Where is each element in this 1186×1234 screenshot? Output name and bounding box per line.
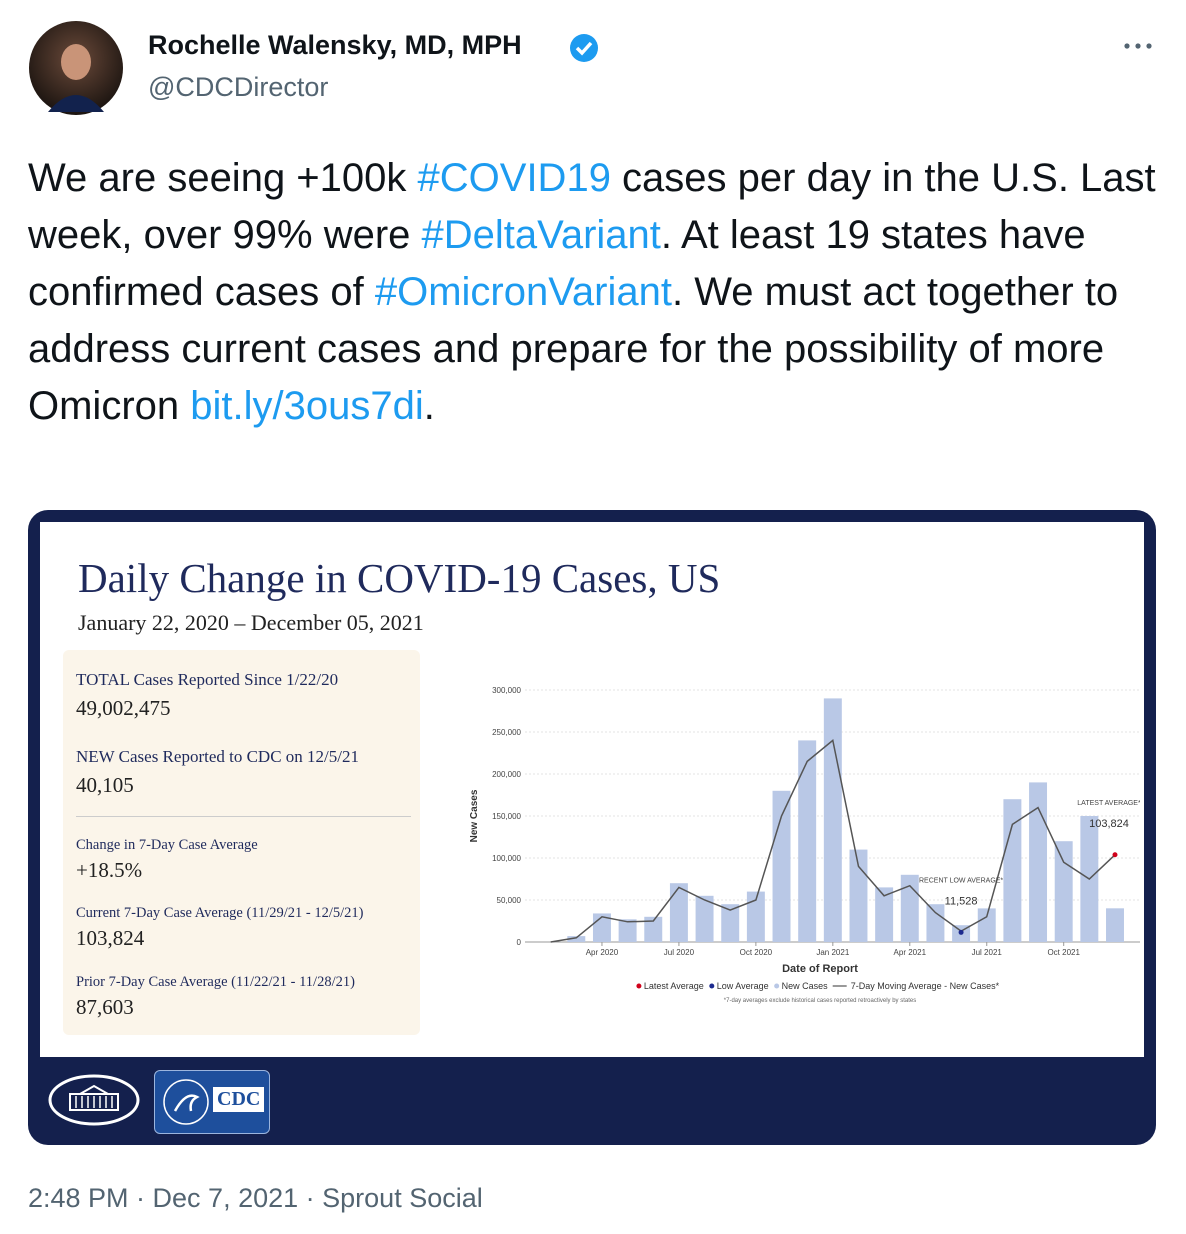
y-axis-title: New Cases: [469, 789, 480, 842]
text: cases per day in the U.S. Last week, ove…: [28, 156, 1156, 257]
legend-label: Low Average: [717, 981, 769, 991]
bar: [721, 904, 740, 942]
legend-label: 7-Day Moving Average - New Cases*: [851, 981, 1000, 991]
text: .: [423, 384, 435, 428]
legend-label: Latest Average: [644, 981, 704, 991]
hhs-emblem: [163, 1079, 209, 1125]
stat-value: 49,002,475: [76, 696, 171, 720]
x-tick-label: Oct 2021: [1047, 948, 1080, 957]
avatar[interactable]: [28, 20, 124, 116]
media-card[interactable]: Daily Change in COVID-19 Cases, US Janua…: [28, 510, 1156, 1145]
cdc-logo: CDC: [154, 1070, 270, 1134]
y-tick-label: 100,000: [492, 854, 521, 863]
x-tick-label: Jul 2020: [664, 948, 695, 957]
text: . We must act together to address curren…: [28, 270, 1119, 428]
divider: [76, 816, 411, 817]
x-tick-label: Apr 2021: [894, 948, 927, 957]
bar: [1003, 799, 1022, 942]
whitehouse-logo: [48, 1074, 140, 1126]
x-tick-label: Apr 2020: [586, 948, 619, 957]
bar: [695, 895, 714, 942]
bar: [798, 740, 817, 942]
annotation-point: [1112, 852, 1118, 858]
author-handle[interactable]: @CDCDirector: [148, 72, 329, 102]
stat-label: Current 7-Day Case Average (11/29/21 - 1…: [76, 905, 364, 921]
chart: 0 50,000 100,000 150,000 200,000 250,000 300,0…: [469, 686, 1140, 1004]
hashtag[interactable]: #OmicronVariant: [374, 270, 672, 314]
stat-label: Change in 7-Day Case Average: [76, 837, 258, 853]
text: . At least 19 states have confirmed case…: [28, 213, 1086, 314]
hashtag[interactable]: #COVID19: [417, 156, 611, 200]
legend-label: New Cases: [782, 981, 829, 991]
bar: [823, 698, 842, 942]
x-axis-title: Date of Report: [782, 963, 858, 975]
stat-value: +18.5%: [76, 858, 143, 882]
author-name[interactable]: Rochelle Walensky, MD, MPH: [148, 30, 522, 60]
verified-badge: [570, 34, 598, 62]
x-tick-label: Jul 2021: [972, 948, 1003, 957]
y-tick-label: 200,000: [492, 770, 521, 779]
bar: [1106, 908, 1124, 942]
x-tick-label: Oct 2020: [740, 948, 773, 957]
annotation-value: 11,528: [945, 895, 978, 907]
stat-label: TOTAL Cases Reported Since 1/22/20: [76, 670, 339, 689]
bar: [644, 916, 663, 942]
stat-label: NEW Cases Reported to CDC on 12/5/21: [76, 747, 359, 766]
link[interactable]: bit.ly/3ous7di: [190, 384, 424, 428]
bar: [618, 919, 637, 942]
x-tick-label: Jan 2021: [816, 948, 849, 957]
stat-value: 40,105: [76, 773, 134, 797]
hashtag[interactable]: #DeltaVariant: [421, 213, 661, 257]
bar: [849, 849, 868, 942]
card-subtitle: January 22, 2020 – December 05, 2021: [78, 610, 424, 635]
text: We are seeing +100k: [28, 156, 418, 200]
bar: [926, 904, 945, 942]
annotation-label: RECENT LOW AVERAGE*: [919, 877, 1003, 884]
legend-marker: [774, 983, 780, 989]
card-title: Daily Change in COVID-19 Cases, US: [78, 555, 721, 601]
bar: [772, 790, 791, 942]
bar: [1054, 841, 1073, 942]
more-button[interactable]: [1122, 38, 1156, 54]
bar: [669, 883, 688, 942]
bar: [1029, 782, 1048, 942]
annotation-point: [958, 929, 964, 935]
annotation-value: 103,824: [1089, 818, 1129, 830]
infographic: Daily Change in COVID-19 Cases, US Janua…: [40, 522, 1144, 1057]
y-tick-label: 250,000: [492, 728, 521, 737]
bar: [567, 936, 586, 942]
bar: [746, 891, 765, 942]
legend-marker: [636, 983, 642, 989]
bar: [977, 908, 996, 942]
legend-marker: [709, 983, 715, 989]
bar: [900, 874, 919, 942]
bar: [875, 887, 894, 942]
stats-box: TOTAL Cases Reported Since 1/22/20 49,00…: [63, 650, 420, 1035]
annotation-label: LATEST AVERAGE*: [1077, 800, 1140, 807]
stat-value: 87,603: [76, 995, 134, 1019]
y-tick-label: 0: [517, 938, 522, 947]
tweet-meta: 2:48 PM · Dec 7, 2021 · Sprout Social: [28, 1183, 483, 1213]
stat-label: Prior 7-Day Case Average (11/22/21 - 11/…: [76, 974, 355, 990]
y-tick-label: 300,000: [492, 686, 521, 695]
tweet-text: We are seeing +100k #COVID19 cases per d…: [28, 150, 1158, 435]
y-tick-label: 150,000: [492, 812, 521, 821]
cdc-text: CDC: [213, 1087, 265, 1112]
footnote: *7-day averages exclude historical cases…: [724, 998, 916, 1004]
average-line: [550, 739, 1116, 943]
y-tick-label: 50,000: [497, 896, 522, 905]
stat-value: 103,824: [76, 926, 145, 950]
